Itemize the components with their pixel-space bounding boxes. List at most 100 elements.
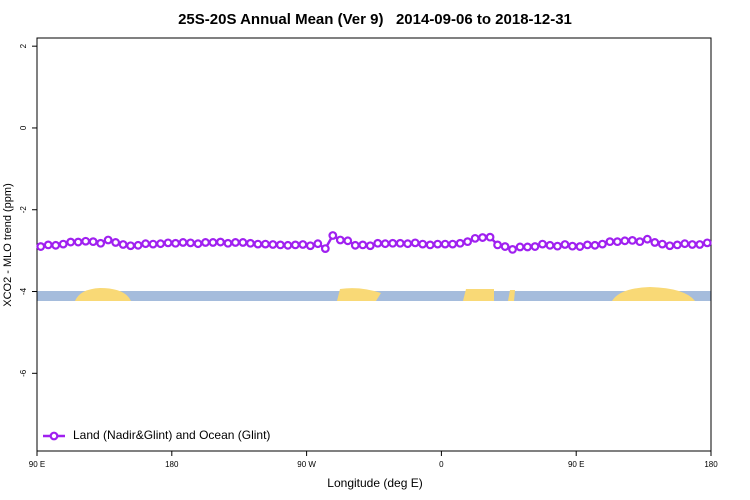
x-tick-label: 0 (439, 460, 444, 469)
data-point (335, 235, 345, 245)
data-point (583, 240, 592, 250)
x-tick-label: 90 W (297, 460, 316, 469)
land-patch (463, 289, 494, 301)
land-patch (508, 290, 515, 301)
data-point (36, 242, 46, 251)
x-tick-label: 180 (165, 460, 179, 469)
data-point (328, 231, 338, 240)
data-point (568, 241, 577, 251)
chart-title: 25S-20S Annual Mean (Ver 9) 2014-09-06 t… (178, 11, 572, 28)
data-point (373, 238, 383, 248)
data-point (156, 239, 165, 249)
data-point (216, 237, 225, 247)
data-point (702, 238, 712, 248)
legend-marker (49, 431, 59, 441)
data-point (111, 238, 121, 247)
data-point (493, 240, 502, 250)
data-point (320, 244, 330, 253)
data-point (410, 238, 420, 248)
data-point (238, 238, 248, 247)
data-point (358, 240, 368, 250)
data-point (290, 240, 300, 250)
data-point (96, 238, 106, 248)
data-point (470, 233, 480, 243)
land-patch (337, 288, 381, 301)
data-point (530, 242, 540, 251)
data-point (440, 239, 450, 249)
data-point (283, 240, 293, 250)
data-point (605, 237, 615, 247)
y-tick-label: 0 (19, 125, 28, 130)
data-point (560, 240, 570, 249)
surface-strip (37, 287, 711, 301)
data-point (395, 238, 405, 248)
data-point (313, 239, 323, 249)
data-point (403, 239, 413, 249)
data-point (523, 242, 532, 252)
data-point (171, 238, 180, 248)
data-point (268, 240, 278, 249)
data-point (388, 238, 398, 248)
data-point (478, 233, 487, 242)
data-point (246, 238, 255, 248)
data-point (380, 239, 390, 249)
data-point (635, 237, 645, 247)
y-tick-label: -4 (19, 287, 28, 295)
data-point (590, 240, 600, 250)
data-point (88, 237, 98, 247)
y-tick-label: -6 (19, 369, 28, 377)
y-tick-label: -2 (19, 206, 28, 214)
data-point (627, 236, 637, 245)
data-point (103, 235, 113, 245)
data-point (538, 239, 547, 249)
x-tick-label: 90 E (568, 460, 584, 469)
data-point (141, 239, 150, 249)
data-point (485, 232, 495, 242)
data-point (261, 239, 270, 249)
data-point (642, 234, 652, 244)
data-point (515, 242, 525, 252)
data-point (58, 239, 68, 249)
data-point (672, 240, 682, 250)
data-point (201, 238, 210, 247)
x-tick-label: 90 E (29, 460, 45, 469)
x-axis-label: Longitude (deg E) (327, 476, 422, 490)
data-point (305, 241, 315, 251)
y-tick-label: 2 (19, 43, 28, 48)
data-point (575, 242, 585, 251)
data-point (598, 239, 607, 249)
data-point (133, 240, 143, 250)
data-point (253, 239, 263, 249)
data-point (163, 238, 173, 248)
data-point (51, 240, 61, 250)
data-point (126, 241, 136, 251)
land-patch (612, 287, 695, 301)
data-point (418, 239, 428, 249)
data-point (650, 238, 660, 247)
data-point (118, 240, 128, 249)
data-point (350, 240, 360, 250)
data-point (148, 239, 158, 249)
data-point (343, 236, 353, 246)
data-point (508, 245, 517, 254)
data-point (186, 238, 195, 248)
data-point (275, 240, 285, 250)
data-point (178, 238, 188, 247)
data-point (695, 240, 705, 249)
data-point (193, 239, 203, 249)
data-point (687, 240, 697, 249)
data-point (298, 240, 308, 249)
data-point (223, 238, 233, 248)
data-point (657, 239, 667, 249)
data-point (455, 238, 465, 248)
data-point (43, 240, 53, 250)
data-point (425, 240, 435, 250)
data-point (553, 241, 562, 251)
data-point (365, 241, 375, 251)
data-point (208, 238, 218, 247)
data-point (620, 236, 630, 246)
land-patch (75, 288, 131, 301)
data-point (231, 238, 240, 247)
